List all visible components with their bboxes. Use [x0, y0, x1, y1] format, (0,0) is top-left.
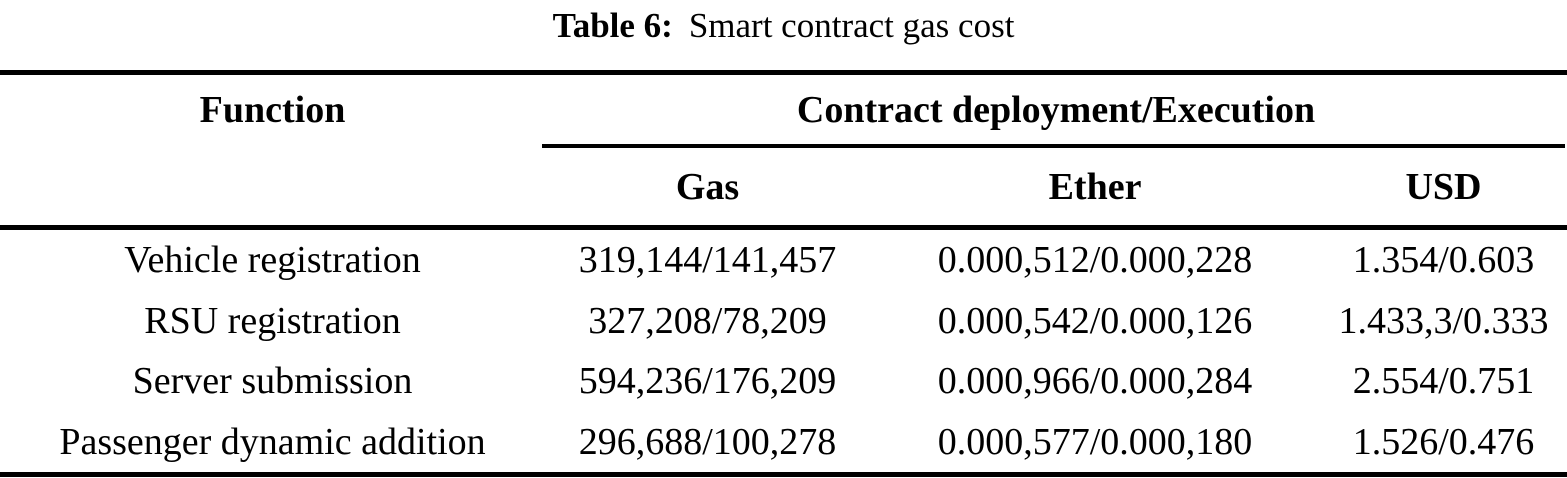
- cell-gas: 594,236/176,209: [578, 360, 837, 403]
- column-header-usd: USD: [1405, 165, 1482, 208]
- cell-ether: 0.000,577/0.000,180: [937, 420, 1253, 463]
- cell-gas: 319,144/141,457: [578, 239, 837, 282]
- bottom-rule-divider: [0, 472, 1567, 477]
- cell-usd: 1.526/0.476: [1352, 420, 1535, 463]
- column-group-header-deployment-execution: Contract deployment/Execution: [796, 88, 1316, 131]
- cell-gas: 327,208/78,209: [588, 299, 827, 342]
- column-header-ether: Ether: [1048, 165, 1142, 208]
- subheader-spacer: [0, 148, 545, 225]
- cell-function: Vehicle registration: [124, 239, 421, 282]
- header-row-sub: Gas Ether USD: [0, 148, 1567, 225]
- top-rule-divider: [0, 70, 1567, 75]
- cell-ether: 0.000,542/0.000,126: [937, 299, 1253, 342]
- header-body-rule-divider: [0, 225, 1567, 230]
- caption-label: Table 6:: [552, 6, 673, 45]
- column-header-gas: Gas: [675, 165, 740, 208]
- cell-ether: 0.000,966/0.000,284: [937, 360, 1253, 403]
- cell-ether: 0.000,512/0.000,228: [937, 239, 1253, 282]
- cell-function: Passenger dynamic addition: [59, 420, 486, 463]
- cell-function: Server submission: [132, 360, 413, 403]
- column-header-function: Function: [199, 88, 346, 131]
- group-header-rule-divider: [542, 144, 1565, 148]
- caption-title: Smart contract gas cost: [688, 6, 1015, 45]
- cell-usd: 2.554/0.751: [1352, 360, 1535, 403]
- header-row-group: Function Contract deployment/Execution: [0, 75, 1567, 144]
- table-caption: Table 6: Smart contract gas cost: [0, 0, 1567, 52]
- table-body: Vehicle registration 319,144/141,457 0.0…: [0, 230, 1567, 472]
- cell-usd: 1.354/0.603: [1352, 239, 1535, 282]
- cell-function: RSU registration: [144, 299, 401, 342]
- cell-usd: 1.433,3/0.333: [1338, 299, 1549, 342]
- cell-gas: 296,688/100,278: [578, 420, 837, 463]
